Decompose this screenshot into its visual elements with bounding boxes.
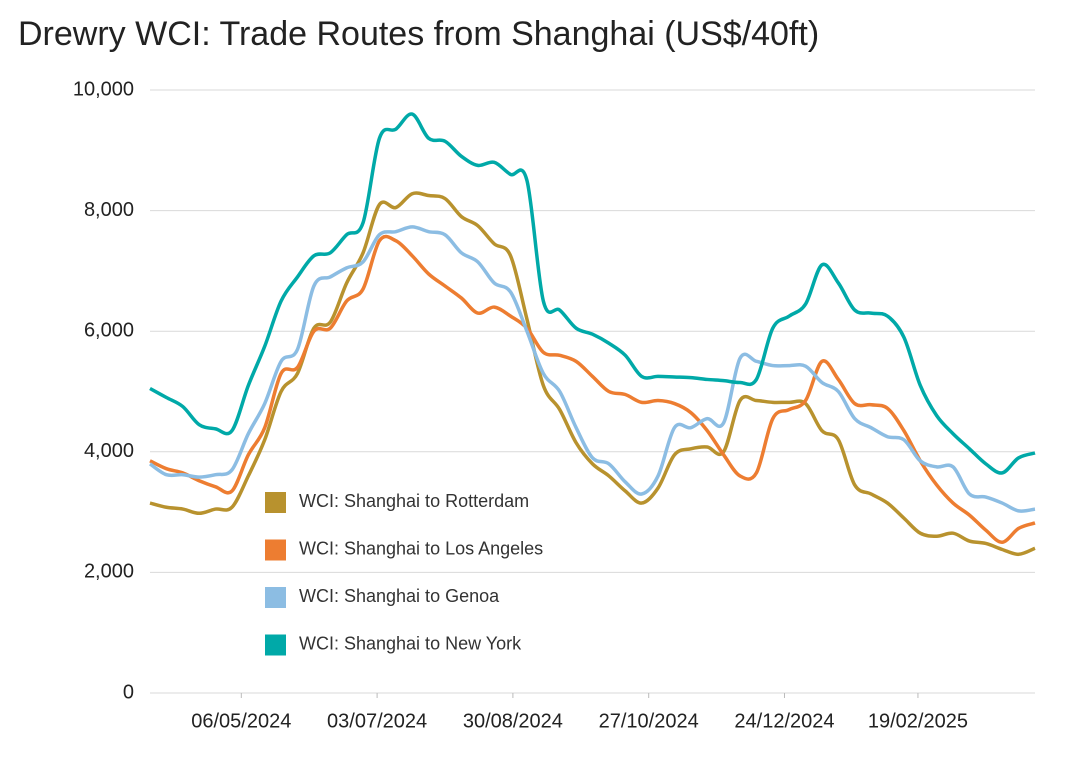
x-tick-label: 06/05/2024	[191, 710, 291, 732]
y-tick-label: 4,000	[84, 440, 134, 462]
y-tick-label: 8,000	[84, 199, 134, 221]
y-tick-label: 10,000	[73, 78, 134, 100]
y-tick-label: 6,000	[84, 319, 134, 341]
line-series	[149, 112, 1036, 475]
x-tick-label: 30/08/2024	[463, 710, 563, 732]
y-tick-label: 2,000	[84, 561, 134, 583]
x-tick-label: 24/12/2024	[734, 710, 834, 732]
legend-label: WCI: Shanghai to New York	[299, 633, 522, 653]
legend-swatch	[265, 587, 286, 608]
chart-title: Drewry WCI: Trade Routes from Shanghai (…	[18, 15, 819, 53]
x-tick-label: 19/02/2025	[868, 710, 968, 732]
legend-label: WCI: Shanghai to Los Angeles	[299, 538, 543, 558]
legend-swatch	[265, 539, 286, 561]
line-series	[149, 234, 1036, 544]
line-series	[148, 225, 1036, 513]
x-tick-label: 27/10/2024	[599, 710, 699, 732]
legend-label: WCI: Shanghai to Rotterdam	[299, 491, 529, 511]
line-series	[149, 191, 1036, 557]
y-tick-label: 0	[123, 681, 134, 703]
legend-swatch	[265, 634, 286, 656]
x-tick-label: 03/07/2024	[327, 710, 427, 732]
legend-swatch	[265, 492, 286, 513]
legend-label: WCI: Shanghai to Genoa	[299, 586, 500, 606]
